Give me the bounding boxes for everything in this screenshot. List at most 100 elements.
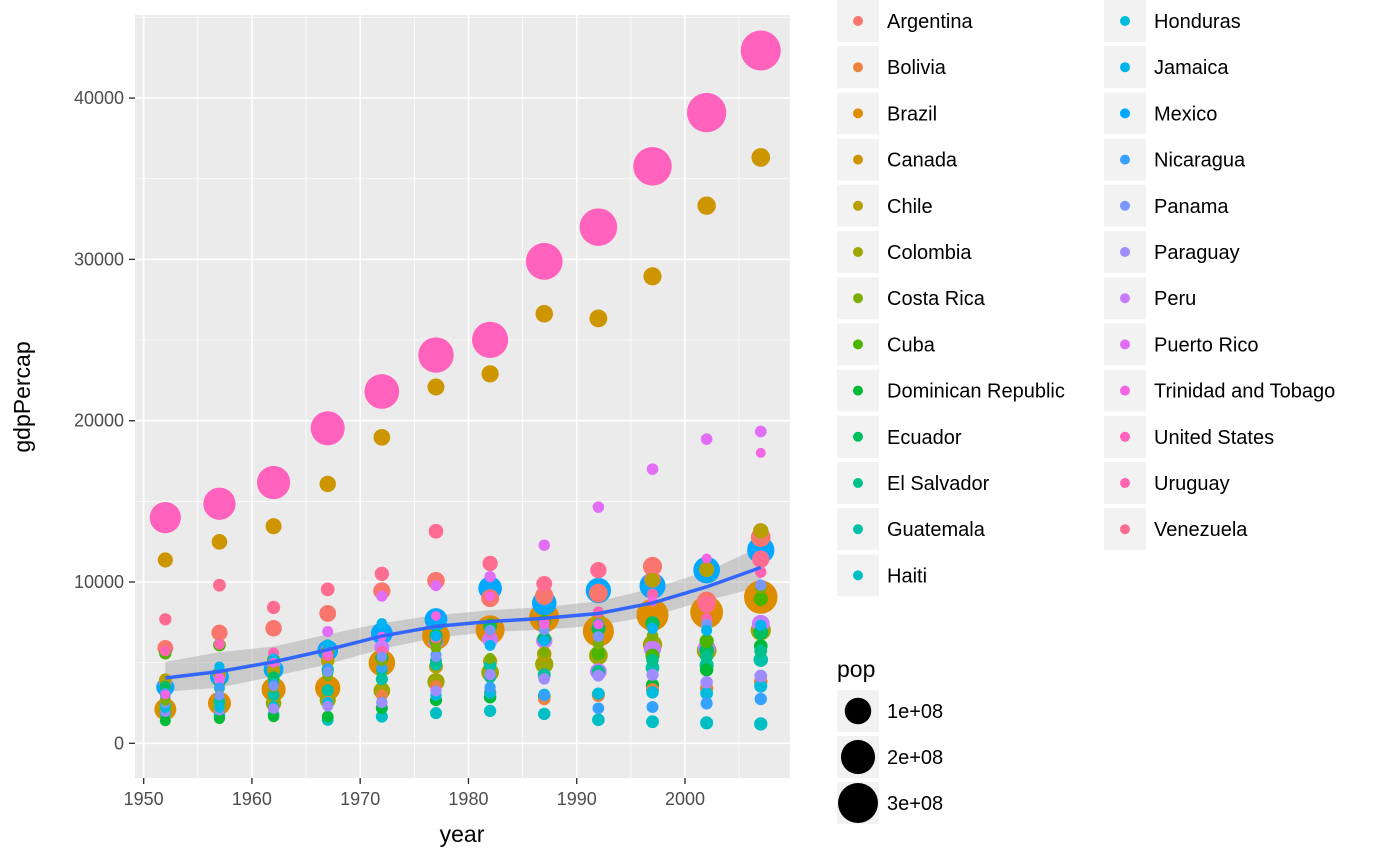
size-legend-label: 3e+08 [887, 793, 943, 815]
point-trinidad-and-tobago [593, 619, 604, 630]
legend-label: Dominican Republic [887, 381, 1065, 403]
legend-key-el-salvador [853, 478, 863, 488]
point-cuba [753, 591, 768, 607]
x-tick-label: 1980 [448, 789, 488, 809]
point-canada [481, 365, 499, 383]
point-venezuela [590, 562, 607, 579]
point-guatemala [321, 684, 334, 697]
legend-label: Paraguay [1154, 242, 1240, 264]
point-trinidad-and-tobago [755, 447, 766, 458]
point-united-states [472, 321, 509, 358]
point-jamaica [430, 630, 442, 642]
point-costa-rica [538, 646, 550, 659]
point-panama [755, 579, 767, 591]
y-tick-label: 20000 [74, 411, 124, 431]
point-haiti [754, 717, 768, 731]
legend-label: Colombia [887, 242, 972, 264]
legend-key-colombia [853, 247, 863, 257]
point-united-states [525, 242, 563, 280]
legend-label: Trinidad and Tobago [1154, 381, 1335, 403]
point-united-states [579, 208, 618, 246]
point-puerto-rico [646, 463, 659, 475]
point-dominican-republic [159, 715, 171, 727]
legend-key-dominican-republic [853, 385, 863, 396]
point-venezuela [159, 613, 172, 626]
panel-background [135, 15, 790, 778]
point-honduras [214, 702, 225, 713]
point-nicaragua [646, 700, 659, 713]
legend-key-uruguay [1120, 478, 1130, 488]
point-united-states [149, 502, 181, 534]
point-cuba [699, 633, 714, 649]
point-united-states [364, 374, 400, 409]
point-argentina [211, 624, 228, 641]
minor-gridlines [135, 15, 790, 778]
point-argentina [535, 586, 554, 606]
point-panama [376, 651, 388, 662]
smooth-line [165, 565, 762, 680]
legend-label: Cuba [887, 334, 936, 356]
x-tick-label: 1970 [340, 789, 380, 809]
legend-key-peru [1120, 293, 1130, 304]
point-canada [751, 148, 771, 167]
point-canada [211, 534, 228, 550]
legend-label: Haiti [887, 565, 927, 587]
point-united-states [740, 30, 781, 71]
point-dominican-republic [213, 712, 226, 724]
point-haiti [375, 710, 388, 723]
y-tick-label: 0 [114, 733, 124, 753]
point-nicaragua [754, 692, 767, 706]
point-canada [535, 304, 553, 323]
point-uruguay [646, 588, 659, 601]
point-puerto-rico [700, 433, 713, 445]
point-paraguay [430, 685, 442, 697]
point-costa-rica [430, 642, 442, 654]
point-haiti [484, 704, 497, 717]
point-el-salvador [754, 644, 768, 658]
point-puerto-rico [592, 501, 605, 513]
point-guatemala [267, 688, 280, 701]
point-paraguay [592, 669, 605, 682]
point-canada [589, 309, 608, 328]
legend-key-ecuador [853, 431, 863, 442]
point-nicaragua [592, 702, 605, 715]
point-panama [484, 624, 496, 636]
point-argentina [642, 556, 663, 576]
point-jamaica [376, 618, 388, 629]
point-united-states [633, 147, 672, 186]
point-venezuela [374, 566, 389, 581]
point-honduras [646, 686, 659, 699]
point-canada [427, 378, 445, 396]
point-cuba [591, 646, 606, 661]
legend-label: Canada [887, 150, 958, 172]
x-axis-title: year [440, 821, 485, 847]
point-chile [698, 561, 715, 578]
point-haiti [700, 716, 714, 730]
point-puerto-rico [538, 539, 550, 551]
point-nicaragua [214, 682, 225, 693]
point-canada [643, 267, 662, 286]
point-united-states [686, 92, 727, 133]
legend-key-mexico [1120, 108, 1130, 119]
point-nicaragua [700, 697, 713, 710]
point-united-states [203, 487, 236, 520]
point-argentina [588, 583, 608, 603]
point-honduras [754, 679, 768, 693]
legend-label: Honduras [1154, 11, 1241, 33]
point-united-states [256, 465, 291, 500]
point-venezuela [752, 550, 770, 568]
legend-key-puerto-rico [1120, 339, 1130, 350]
point-colombia [535, 655, 554, 674]
point-paraguay [268, 703, 279, 714]
point-panama [430, 651, 442, 663]
legend-label: Venezuela [1154, 519, 1248, 541]
point-haiti [429, 707, 443, 720]
point-argentina [319, 604, 337, 622]
point-trinidad-and-tobago [485, 591, 496, 602]
legend-label: Jamaica [1154, 57, 1229, 79]
legend-key-nicaragua [1120, 154, 1130, 165]
size-legend-key [840, 739, 876, 775]
point-haiti [592, 713, 605, 727]
x-tick-label: 1990 [557, 789, 597, 809]
